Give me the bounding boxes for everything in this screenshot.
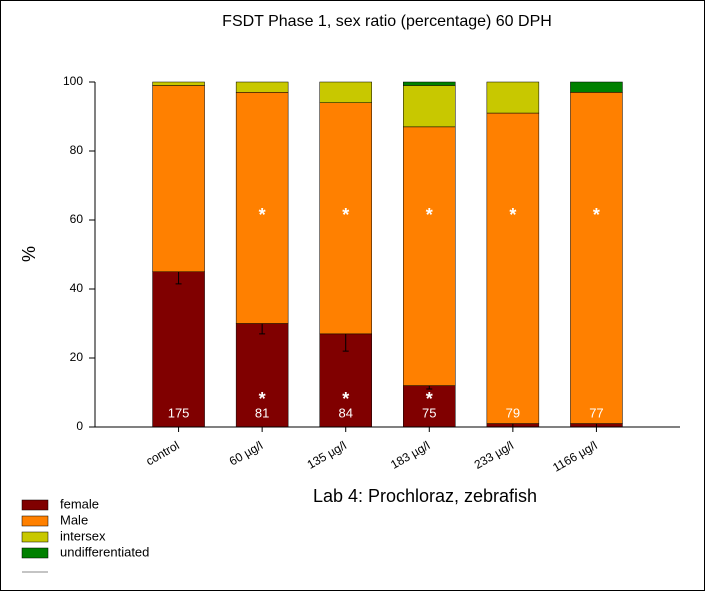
chart-title: FSDT Phase 1, sex ratio (percentage) 60 …	[222, 13, 552, 30]
significance-marker: *	[593, 205, 600, 225]
y-axis-label: %	[19, 246, 39, 262]
bar-segment	[403, 81, 456, 86]
bar-segment	[570, 92, 623, 424]
significance-marker: *	[342, 389, 349, 409]
y-tick-label: 100	[63, 74, 83, 88]
y-tick-label: 0	[76, 419, 83, 433]
bar-segment	[152, 85, 205, 272]
legend-label: female	[60, 496, 99, 511]
bar-segment	[235, 323, 289, 428]
y-tick-label: 40	[70, 281, 84, 295]
sample-size: 81	[255, 405, 269, 420]
legend-swatch	[21, 499, 49, 511]
legend-label: intersex	[60, 528, 106, 543]
legend-swatch	[21, 547, 49, 559]
significance-marker: *	[426, 389, 433, 409]
significance-marker: *	[342, 205, 349, 225]
sample-size: 77	[589, 405, 603, 420]
bar-segment	[152, 271, 205, 428]
bar-segment	[319, 81, 372, 103]
legend-swatch	[21, 515, 49, 527]
bar-segment	[486, 112, 540, 424]
sample-size: 175	[168, 405, 190, 420]
sample-size: 79	[506, 405, 520, 420]
bar-segment	[235, 81, 289, 93]
legend-label: undifferentiated	[60, 544, 149, 559]
bar-segment	[403, 126, 456, 386]
significance-marker: *	[259, 389, 266, 409]
bar-segment	[152, 81, 205, 86]
significance-marker: *	[259, 205, 266, 225]
chart-subtitle: Lab 4: Prochloraz, zebrafish	[313, 486, 537, 506]
bar-segment	[403, 85, 456, 128]
y-tick-label: 60	[70, 212, 84, 226]
significance-marker: *	[426, 205, 433, 225]
sample-size: 84	[338, 405, 352, 420]
legend-label: Male	[60, 512, 88, 527]
y-tick-label: 80	[70, 143, 84, 157]
bar-segment	[235, 92, 289, 324]
legend-swatch	[21, 531, 49, 543]
bar-segment	[486, 81, 540, 114]
significance-marker: *	[509, 205, 516, 225]
sample-size: 75	[422, 405, 436, 420]
y-tick-label: 20	[70, 350, 84, 364]
bar-segment	[403, 385, 456, 428]
bar-segment	[570, 81, 623, 93]
